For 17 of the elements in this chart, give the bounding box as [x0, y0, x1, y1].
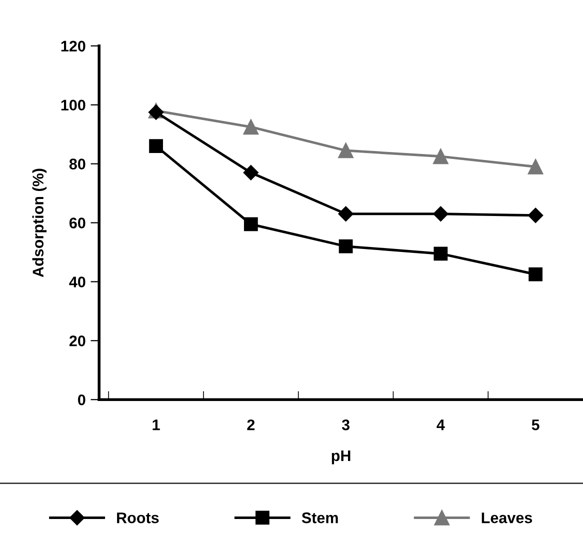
y-tick-label: 120	[61, 40, 86, 52]
legend-label: Stem	[302, 512, 338, 524]
y-tick-label: 80	[69, 158, 86, 170]
y-tick-label: 40	[69, 276, 86, 288]
x-tick-label: 3	[342, 419, 350, 430]
y-tick-label: 60	[69, 218, 86, 228]
x-tick-label: 4	[436, 420, 445, 430]
legend-label: Leaves	[482, 512, 532, 524]
x-tick-label: 2	[247, 419, 255, 430]
y-axis-title: Adsorption (%)	[32, 168, 47, 278]
x-axis-title: pH	[332, 450, 350, 464]
y-tick-label: 100	[61, 100, 86, 111]
x-tick-label: 5	[532, 420, 540, 430]
x-tick-label: 1	[152, 420, 160, 430]
legend-label: Roots	[117, 512, 159, 524]
y-tick-label: 20	[69, 336, 86, 346]
y-tick-label: 0	[78, 394, 86, 406]
